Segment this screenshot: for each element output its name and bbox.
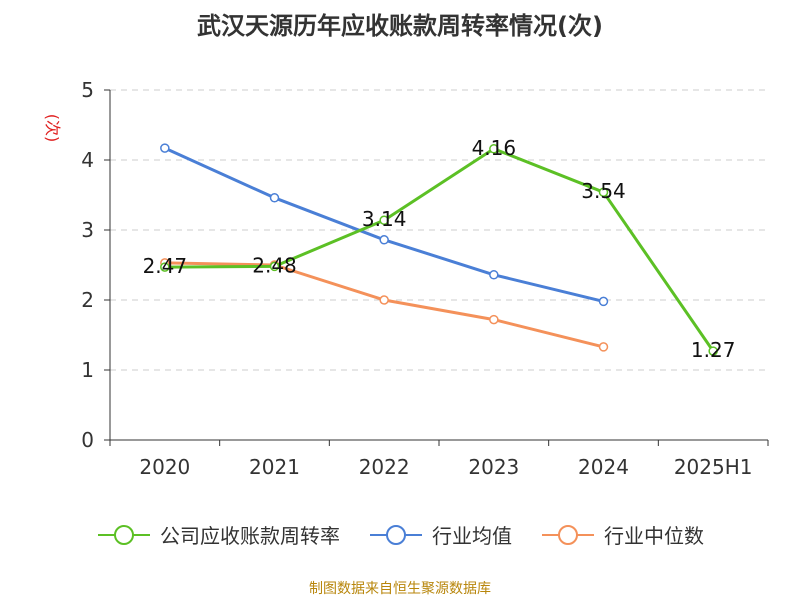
legend-item-industry-mean[interactable]: 行业均值 — [368, 520, 512, 549]
axes: 0 1 2 3 4 5 2020 2021 2022 2023 2024 2025H1 (次) — [43, 78, 769, 479]
legend-marker-industry-median — [542, 524, 594, 545]
data-point — [489, 270, 499, 280]
series-lines — [160, 143, 718, 356]
x-tick-label: 2025H1 — [674, 455, 753, 479]
y-tick-label: 5 — [81, 78, 94, 102]
data-point — [708, 346, 718, 356]
data-point — [160, 262, 170, 272]
data-labels: 2.47 2.48 3.14 4.16 3.54 1.27 — [143, 136, 736, 362]
legend-label-company: 公司应收账款周转率 — [160, 524, 340, 548]
series-line-0 — [164, 147, 715, 352]
data-label: 2.47 — [143, 254, 188, 278]
data-point — [489, 314, 499, 325]
data-label: 4.16 — [472, 136, 517, 160]
legend-item-company[interactable]: 公司应收账款周转率 — [96, 520, 340, 549]
y-tick-label: 1 — [81, 358, 94, 382]
data-point — [379, 295, 389, 305]
source-note: 制图数据来自恒生聚源数据库 — [309, 581, 491, 597]
legend: 公司应收账款周转率 行业均值 行业中位数 — [0, 520, 800, 549]
chart-title: 武汉天源历年应收账款周转率情况(次) — [197, 12, 603, 40]
x-tick-label: 2020 — [139, 455, 190, 479]
x-tick-label: 2023 — [468, 455, 519, 479]
legend-marker-industry-mean — [370, 524, 422, 545]
y-tick-label: 3 — [81, 218, 94, 242]
data-point — [160, 143, 170, 153]
data-label: 2.48 — [252, 253, 297, 277]
y-tick-label: 2 — [81, 288, 94, 312]
data-point — [269, 193, 280, 203]
gridlines — [110, 89, 768, 371]
data-point — [489, 144, 499, 154]
legend-marker-company — [98, 524, 150, 545]
x-tick-label: 2022 — [359, 455, 410, 479]
legend-label-industry-mean: 行业均值 — [432, 524, 512, 548]
series-line-2 — [164, 261, 604, 349]
data-label: 3.14 — [362, 207, 407, 231]
legend-item-industry-median[interactable]: 行业中位数 — [540, 520, 704, 549]
x-tick-label: 2024 — [578, 455, 629, 479]
legend-label-industry-median: 行业中位数 — [604, 524, 704, 548]
data-point — [379, 215, 389, 225]
data-point — [598, 296, 609, 307]
data-point — [379, 235, 389, 245]
data-label: 3.54 — [581, 179, 626, 203]
y-tick-label: 4 — [81, 148, 94, 172]
y-tick-label: 0 — [81, 428, 94, 452]
data-point — [269, 261, 280, 272]
x-tick-label: 2021 — [249, 455, 300, 479]
data-label: 1.27 — [691, 338, 736, 362]
data-point — [598, 342, 609, 352]
y-axis-label: (次) — [43, 114, 62, 143]
data-point — [598, 187, 609, 197]
